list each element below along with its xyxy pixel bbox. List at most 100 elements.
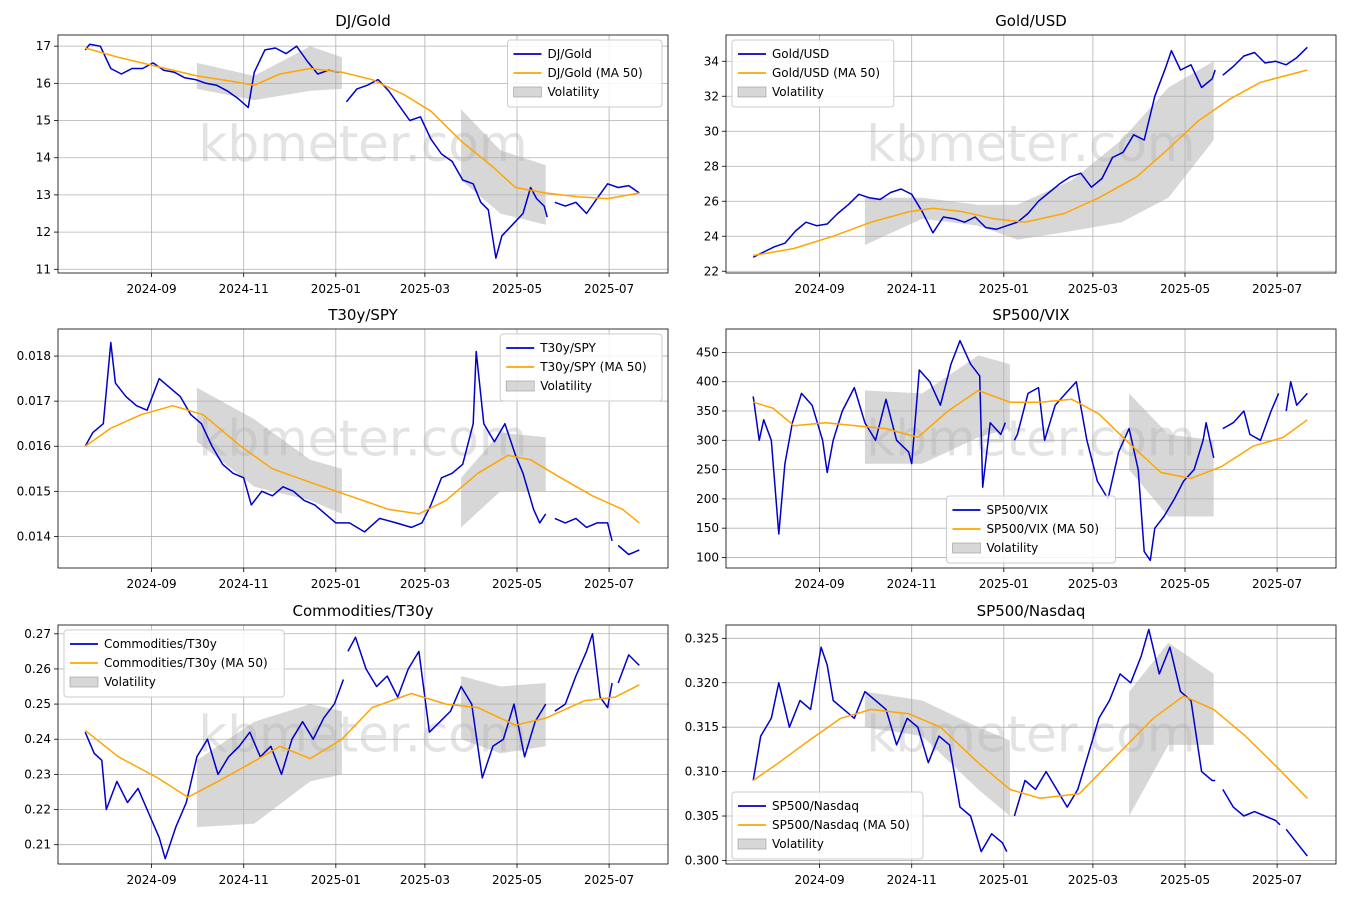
x-tick-label: 2024-09 — [795, 873, 845, 887]
x-tick-label: 2024-11 — [219, 282, 269, 296]
x-tick-label: 2025-01 — [311, 577, 361, 591]
x-tick-label: 2025-03 — [1068, 873, 1118, 887]
chart-title: Gold/USD — [995, 12, 1067, 30]
y-tick-label: 0.21 — [24, 838, 51, 852]
legend-patch-swatch — [69, 676, 99, 688]
x-tick-label: 2025-05 — [1160, 873, 1210, 887]
y-tick-label: 13 — [36, 188, 51, 202]
volatility-band — [1129, 393, 1214, 517]
x-tick-label: 2025-05 — [492, 282, 542, 296]
legend-box — [945, 495, 1117, 564]
y-tick-label: 28 — [704, 159, 719, 173]
volatility-band — [1129, 642, 1214, 816]
plot-frame — [57, 34, 669, 274]
legend-patch-swatch — [513, 86, 542, 98]
chart-panel: Gold/USD 2024-09 2024-11 2025-01 2025-03 2025… — [704, 12, 1337, 296]
chart-panel: T30y/SPY 2024-09 2024-11 2025-01 2025-03 2025… — [17, 306, 669, 591]
chart-title: SP500/Nasdaq — [977, 602, 1086, 620]
y-tick-label: 0.27 — [24, 627, 51, 641]
chart-title: Commodities/T30y — [292, 602, 433, 620]
volatility-band — [864, 691, 1010, 816]
x-tick-label: 2024-09 — [795, 282, 845, 296]
y-tick-label: 11 — [36, 262, 51, 276]
x-tick-label: 2025-01 — [979, 282, 1029, 296]
y-tick-label: 0.24 — [24, 732, 51, 746]
legend-label: Gold/USD (MA 50) — [772, 66, 880, 80]
moving-average-line — [752, 695, 1308, 800]
legend-box — [507, 39, 663, 108]
x-tick-label: 2025-07 — [584, 282, 634, 296]
y-tick-label: 30 — [704, 124, 719, 138]
x-tick-label: 2025-07 — [1252, 577, 1302, 591]
x-tick-label: 2025-07 — [584, 873, 634, 887]
legend-patch-swatch — [952, 542, 981, 554]
volatility-band — [864, 355, 1010, 464]
x-tick-label: 2025-03 — [400, 873, 450, 887]
series-line — [752, 628, 1308, 857]
legend: SP500/VIX SP500/VIX (MA 50) Volatility — [945, 495, 1117, 564]
x-tick-label: 2025-03 — [1068, 282, 1118, 296]
x-tick-label: 2024-11 — [887, 873, 937, 887]
moving-average-line — [84, 47, 640, 200]
y-tick-label: 17 — [36, 39, 51, 53]
y-tick-label: 26 — [704, 194, 719, 208]
legend-label: Volatility — [772, 837, 824, 851]
x-tick-label: 2025-03 — [1068, 577, 1118, 591]
volatility-band — [196, 387, 342, 514]
x-tick-label: 2025-07 — [584, 577, 634, 591]
legend: Gold/USD Gold/USD (MA 50) Volatility — [731, 39, 895, 108]
legend-label: Volatility — [540, 379, 592, 393]
y-tick-label: 200 — [696, 492, 719, 506]
y-tick-label: 250 — [696, 463, 719, 477]
legend-label: Gold/USD — [772, 47, 829, 61]
legend: T30y/SPY T30y/SPY (MA 50) Volatility — [499, 333, 663, 402]
legend: SP500/Nasdaq SP500/Nasdaq (MA 50) Volatili… — [731, 791, 924, 860]
x-tick-label: 2024-09 — [127, 577, 177, 591]
volatility-band — [461, 432, 546, 528]
y-tick-label: 0.22 — [24, 803, 51, 817]
x-tick-label: 2025-01 — [311, 282, 361, 296]
x-tick-label: 2024-09 — [127, 873, 177, 887]
y-tick-label: 350 — [696, 404, 719, 418]
y-tick-label: 0.320 — [685, 676, 719, 690]
y-tick-label: 300 — [696, 433, 719, 447]
y-tick-label: 400 — [696, 375, 719, 389]
y-tick-label: 0.300 — [685, 853, 719, 867]
chart-title: T30y/SPY — [327, 306, 398, 324]
y-tick-label: 0.310 — [685, 765, 719, 779]
y-tick-label: 0.015 — [17, 484, 51, 498]
legend-label: SP500/Nasdaq — [772, 799, 859, 813]
legend-label: Volatility — [986, 541, 1038, 555]
chart-title: SP500/VIX — [992, 306, 1069, 324]
series-line — [84, 341, 640, 556]
x-tick-label: 2024-09 — [795, 577, 845, 591]
x-tick-label: 2024-11 — [219, 577, 269, 591]
y-tick-label: 0.305 — [685, 809, 719, 823]
legend-box — [731, 39, 895, 108]
legend-patch-swatch — [737, 838, 767, 850]
x-tick-label: 2025-03 — [400, 282, 450, 296]
y-tick-label: 32 — [704, 89, 719, 103]
plot-frame — [725, 34, 1337, 274]
chart-panel: Commodities/T30y 2024-09 2024-11 2025-01 202… — [24, 602, 669, 887]
legend-label: T30y/SPY — [539, 341, 596, 355]
y-tick-label: 34 — [704, 54, 719, 68]
series-line — [84, 633, 640, 860]
volatility-band — [196, 704, 342, 828]
y-tick-label: 0.25 — [24, 697, 51, 711]
x-tick-label: 2025-01 — [979, 577, 1029, 591]
moving-average-line — [84, 404, 640, 524]
moving-average-line — [753, 69, 1308, 257]
x-tick-label: 2025-05 — [492, 873, 542, 887]
y-tick-label: 0.017 — [17, 394, 51, 408]
y-tick-label: 22 — [704, 264, 719, 278]
x-tick-label: 2025-01 — [311, 873, 361, 887]
x-tick-label: 2025-05 — [1160, 577, 1210, 591]
plot-frame — [57, 624, 669, 865]
plot-frame — [725, 624, 1337, 865]
y-tick-label: 0.23 — [24, 767, 51, 781]
legend-box — [731, 791, 924, 860]
legend: DJ/Gold DJ/Gold (MA 50) Volatility — [507, 39, 663, 108]
y-tick-label: 24 — [704, 229, 719, 243]
legend-box — [63, 629, 285, 698]
